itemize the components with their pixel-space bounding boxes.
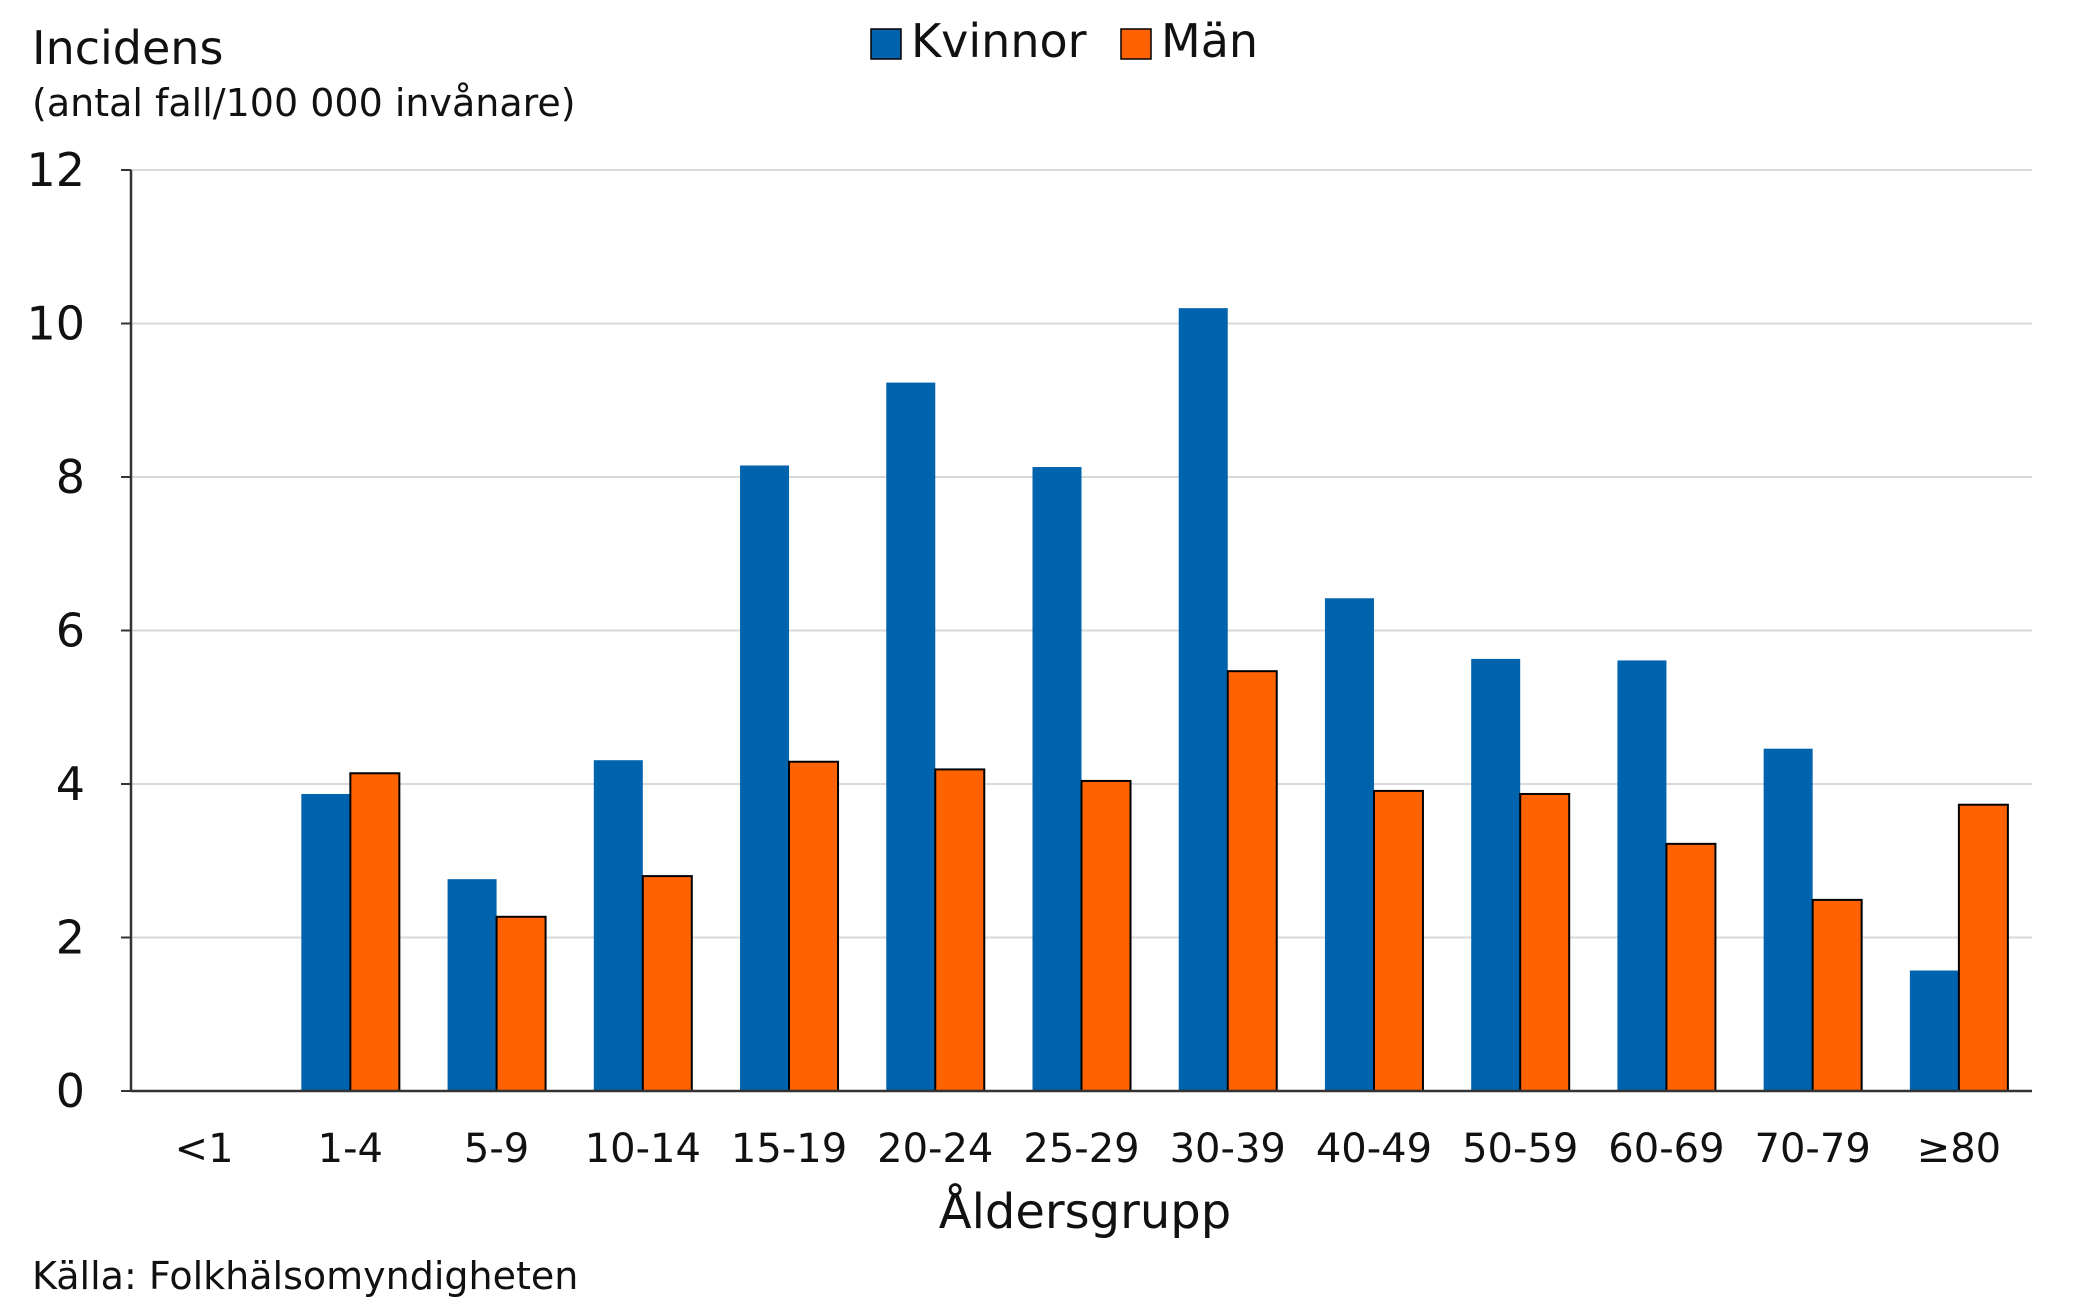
legend-label-kvinnor: Kvinnor <box>911 14 1087 68</box>
x-tick-label: 20-24 <box>877 1126 993 1172</box>
x-tick-label: 70-79 <box>1755 1126 1871 1172</box>
y-tick-label: 6 <box>56 604 85 658</box>
bar-kvinnor <box>1909 970 1959 1091</box>
bar-kvinnor <box>740 465 790 1091</box>
legend: Kvinnor Män <box>870 14 1258 68</box>
x-tick-label: ≥80 <box>1917 1126 2001 1172</box>
y-tick-label: 8 <box>56 450 85 504</box>
axes <box>121 169 2032 1093</box>
bars <box>301 308 2009 1093</box>
bar-kvinnor <box>1617 660 1667 1091</box>
bar-man <box>1811 898 1863 1093</box>
x-tick-labels: <1 1-4 5-9 10-14 15-19 20-24 25-29 30-39 40-49 50… <box>175 1126 2001 1172</box>
bar-kvinnor <box>1471 658 1521 1091</box>
x-tick-label: 50-59 <box>1462 1126 1578 1172</box>
source-note: Källa: Folkhälsomyndigheten <box>32 1254 578 1298</box>
x-tick-label: 40-49 <box>1316 1126 1432 1172</box>
bar-kvinnor <box>1178 308 1228 1091</box>
bar-man <box>1519 792 1571 1092</box>
bar-kvinnor <box>1324 598 1374 1091</box>
bar-kvinnor <box>886 382 936 1091</box>
bar-kvinnor <box>593 760 643 1091</box>
x-tick-label: 15-19 <box>731 1126 847 1172</box>
bar-man <box>1080 779 1132 1092</box>
bar-kvinnor <box>1032 467 1082 1092</box>
bar-man <box>1372 789 1424 1092</box>
y-tick-label: 12 <box>26 143 85 197</box>
y-tick-labels: 0 2 4 6 8 10 12 <box>26 143 85 1118</box>
x-tick-label: <1 <box>175 1126 234 1172</box>
bar-man <box>934 768 986 1092</box>
x-axis-title: Åldersgrupp <box>939 1183 1231 1240</box>
bar-kvinnor <box>301 793 351 1091</box>
x-tick-label: 60-69 <box>1608 1126 1724 1172</box>
bar-man <box>495 915 547 1093</box>
bar-man <box>349 772 401 1092</box>
bar-kvinnor <box>1763 748 1813 1091</box>
y-tick-label: 0 <box>56 1064 85 1118</box>
x-tick-label: 25-29 <box>1023 1126 1139 1172</box>
bar-man <box>641 875 693 1092</box>
bar-man <box>1226 670 1278 1092</box>
x-tick-label: 30-39 <box>1170 1126 1286 1172</box>
legend-swatch-kvinnor <box>870 28 902 60</box>
bar-man <box>1957 803 2009 1092</box>
y-axis-subtitle: (antal fall/100 000 invånare) <box>32 81 576 125</box>
bar-man <box>1665 842 1717 1092</box>
y-tick-label: 10 <box>26 297 85 351</box>
y-axis-title: Incidens <box>32 21 223 75</box>
bar-kvinnor <box>447 879 497 1091</box>
legend-label-man: Män <box>1161 14 1258 68</box>
y-tick-label: 4 <box>56 757 85 811</box>
x-tick-label: 5-9 <box>464 1126 529 1172</box>
x-tick-label: 10-14 <box>585 1126 701 1172</box>
legend-swatch-man <box>1120 28 1152 60</box>
bar-man <box>788 760 840 1092</box>
y-tick-label: 2 <box>56 911 85 965</box>
x-tick-label: 1-4 <box>318 1126 383 1172</box>
